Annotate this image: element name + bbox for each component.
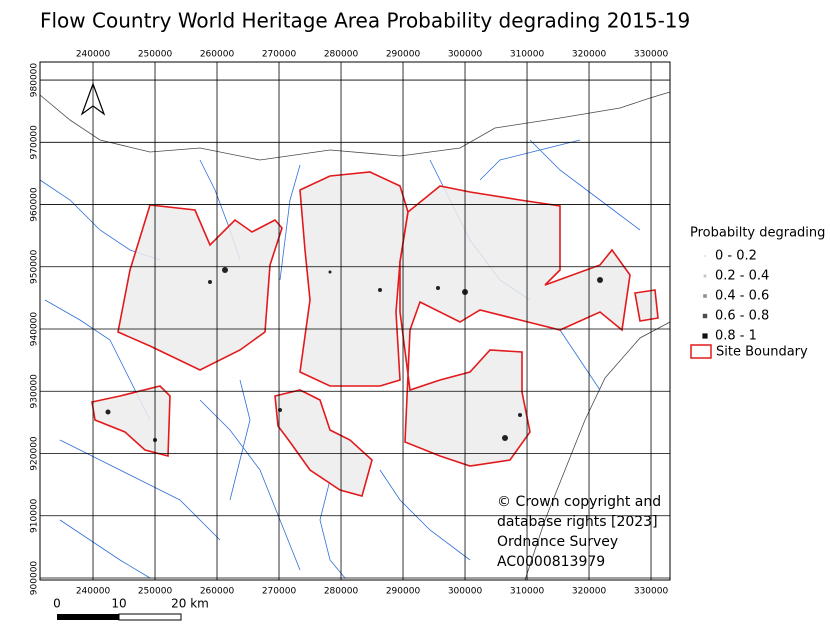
legend-label: 0.8 - 1 (715, 329, 757, 344)
legend-swatch (702, 333, 708, 339)
northing-label: 900000 (30, 561, 40, 596)
scale-segment (57, 614, 119, 620)
northing-label: 910000 (30, 498, 40, 533)
scale-segment (118, 613, 182, 621)
legend-swatch (702, 313, 708, 319)
legend-swatch (703, 274, 707, 278)
copyright: © Crown copyright and database rights [2… (497, 494, 661, 570)
easting-label: 300000 (448, 50, 483, 60)
easting-label: 270000 (262, 587, 297, 597)
easting-label: 270000 (262, 50, 297, 60)
map-frame (39, 61, 671, 581)
easting-label: 260000 (200, 587, 235, 597)
copyright-line: Ordnance Survey (497, 534, 618, 550)
easting-label: 260000 (200, 50, 235, 60)
legend-label: 0.6 - 0.8 (715, 309, 769, 324)
legend-label: 0.2 - 0.4 (715, 269, 769, 284)
copyright-line: database rights [2023] (497, 514, 658, 530)
legend-title: Probabilty degrading (690, 226, 825, 241)
scale-label: 10 (111, 597, 126, 611)
northing-label: 950000 (30, 249, 40, 284)
northing-label: 970000 (30, 125, 40, 160)
easting-label: 320000 (572, 587, 607, 597)
legend-label: Site Boundary (716, 345, 808, 360)
easting-label: 310000 (510, 587, 545, 597)
easting-label: 240000 (76, 50, 111, 60)
easting-label: 310000 (510, 50, 545, 60)
legend: 0 - 0.2 0.2 - 0.4 0.4 - 0.6 0.6 - 0.8 0.8 - … (690, 249, 808, 360)
site-boundary (399, 185, 631, 467)
legend-swatch (704, 255, 706, 257)
scale-label: 20 km (171, 597, 209, 611)
copyright-line: © Crown copyright and (497, 494, 661, 510)
northing-label: 980000 (30, 63, 40, 98)
northing-label: 920000 (30, 436, 40, 471)
scale-bar: 0 10 20 km (53, 597, 209, 621)
legend-label: 0.4 - 0.6 (715, 289, 769, 304)
easting-label: 290000 (386, 587, 421, 597)
site-boundary (117, 204, 283, 371)
easting-label: 250000 (138, 587, 173, 597)
easting-label: 330000 (634, 50, 669, 60)
easting-label: 240000 (76, 587, 111, 597)
coastline (524, 321, 671, 581)
copyright-line: AC0000813979 (497, 554, 605, 570)
easting-label: 250000 (138, 50, 173, 60)
easting-label: 280000 (324, 587, 359, 597)
easting-label: 320000 (572, 50, 607, 60)
site-boundary (634, 289, 659, 322)
site-boundary (274, 389, 373, 497)
site-boundary (91, 385, 171, 458)
northing-label: 930000 (30, 374, 40, 409)
northing-label: 940000 (30, 312, 40, 347)
rivers (39, 139, 641, 579)
title: Flow Country World Heritage Area Probabi… (40, 9, 690, 33)
site-boundary (299, 171, 409, 387)
northing-label: 960000 (30, 187, 40, 222)
scale-label: 0 (53, 597, 61, 611)
legend-label: 0 - 0.2 (715, 249, 757, 264)
legend-swatch (703, 294, 707, 298)
easting-label: 300000 (448, 587, 483, 597)
easting-label: 280000 (324, 50, 359, 60)
legend-swatch (690, 344, 712, 359)
coastline (39, 91, 671, 161)
easting-label: 290000 (386, 50, 421, 60)
grid: 240000 240000 250000 250000 260000 260000 2700… (30, 50, 670, 597)
easting-label: 330000 (634, 587, 669, 597)
